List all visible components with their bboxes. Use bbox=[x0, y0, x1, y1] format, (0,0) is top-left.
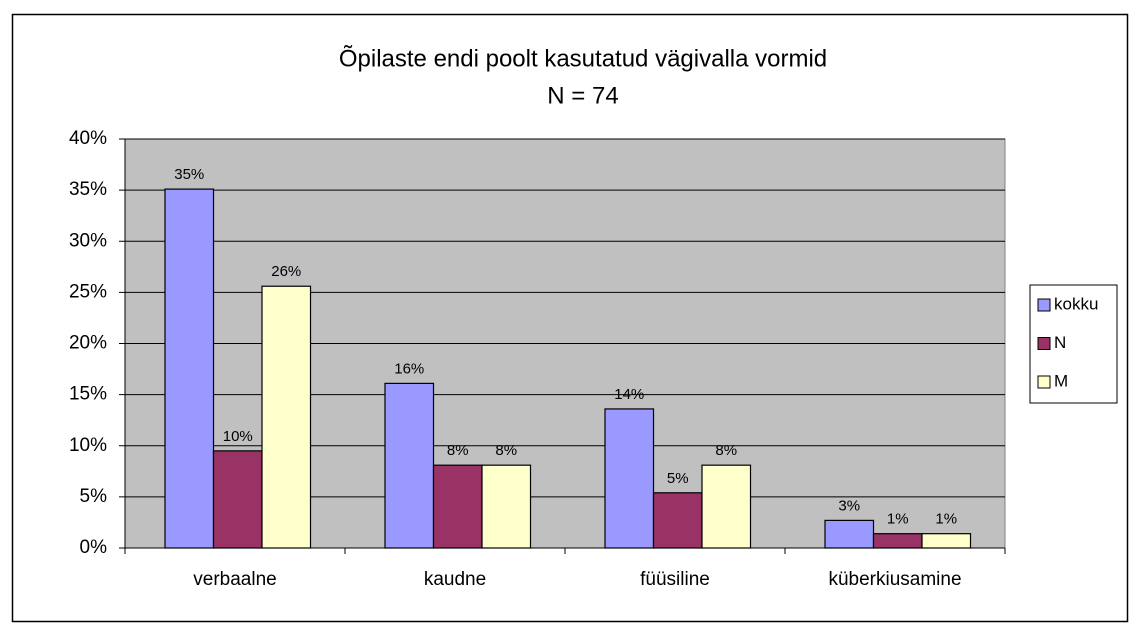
y-tick-label: 35% bbox=[69, 179, 107, 200]
y-tick-label: 10% bbox=[69, 435, 107, 456]
bar bbox=[432, 464, 483, 549]
bar bbox=[872, 533, 923, 549]
bar bbox=[261, 285, 312, 549]
value-label: 14% bbox=[614, 386, 644, 403]
value-label: 8% bbox=[715, 442, 737, 459]
legend-label: M bbox=[1054, 371, 1068, 390]
x-tick-label: kaudne bbox=[424, 569, 486, 590]
value-label: 10% bbox=[223, 428, 253, 445]
y-tick-label: 20% bbox=[69, 333, 107, 354]
legend-swatch bbox=[1037, 375, 1051, 389]
value-label: 35% bbox=[174, 166, 204, 183]
value-label: 1% bbox=[935, 511, 957, 528]
y-tick-label: 25% bbox=[69, 281, 107, 302]
bar bbox=[481, 464, 532, 549]
value-label: 5% bbox=[667, 470, 689, 487]
value-label: 16% bbox=[394, 360, 424, 377]
legend-label: kokku bbox=[1054, 294, 1098, 313]
chart-title: Õpilaste endi poolt kasutatud vägivalla … bbox=[339, 44, 827, 72]
bar bbox=[212, 450, 263, 549]
value-label: 8% bbox=[447, 442, 469, 459]
bar bbox=[824, 519, 875, 549]
value-label: 3% bbox=[838, 497, 860, 514]
bar bbox=[921, 533, 972, 549]
bar bbox=[384, 382, 435, 549]
value-label: 8% bbox=[495, 442, 517, 459]
bar bbox=[652, 492, 703, 549]
bar bbox=[604, 408, 655, 549]
y-tick-label: 15% bbox=[69, 384, 107, 405]
legend-swatch bbox=[1037, 298, 1051, 312]
bar bbox=[164, 188, 215, 549]
y-tick-label: 30% bbox=[69, 230, 107, 251]
x-tick-label: füüsiline bbox=[640, 569, 710, 590]
legend-swatch bbox=[1037, 337, 1051, 350]
chart-subtitle: N = 74 bbox=[547, 82, 618, 109]
legend-label: N bbox=[1054, 333, 1066, 352]
bar bbox=[701, 464, 752, 549]
y-tick-label: 5% bbox=[80, 486, 108, 507]
value-label: 1% bbox=[887, 511, 909, 528]
x-tick-label: verbaalne bbox=[193, 569, 276, 590]
y-tick-label: 0% bbox=[80, 537, 108, 558]
x-tick-label: küberkiusamine bbox=[828, 569, 961, 590]
y-tick-label: 40% bbox=[69, 128, 107, 149]
value-label: 26% bbox=[271, 263, 301, 280]
